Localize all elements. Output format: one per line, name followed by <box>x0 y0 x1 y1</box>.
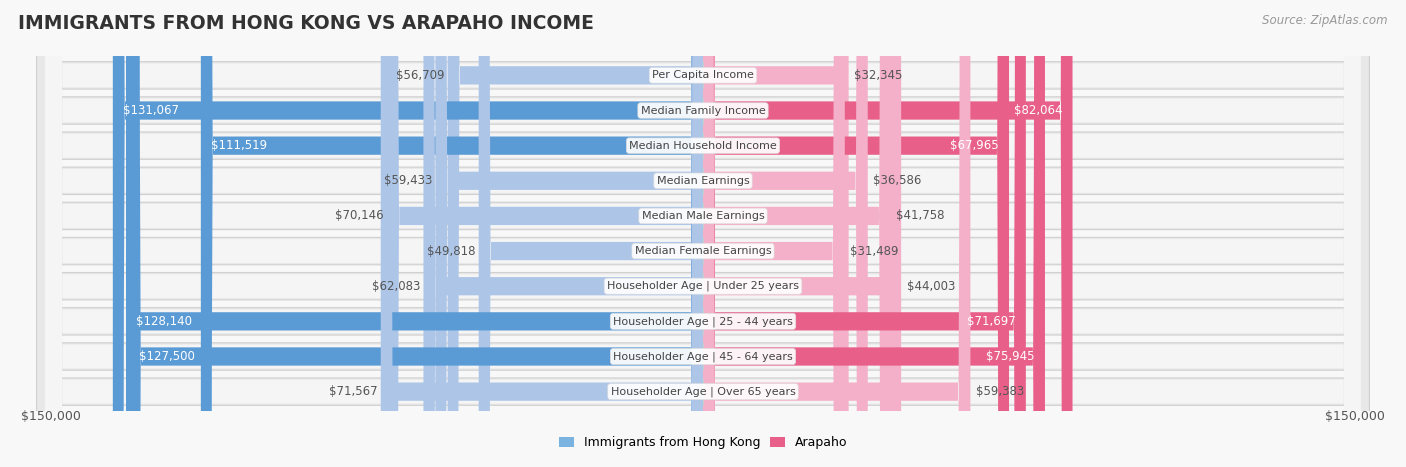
FancyBboxPatch shape <box>37 0 1369 467</box>
FancyBboxPatch shape <box>37 0 1369 467</box>
Text: $59,383: $59,383 <box>976 385 1024 398</box>
FancyBboxPatch shape <box>37 0 1369 467</box>
Legend: Immigrants from Hong Kong, Arapaho: Immigrants from Hong Kong, Arapaho <box>554 432 852 454</box>
Text: $31,489: $31,489 <box>851 245 898 258</box>
Text: $59,433: $59,433 <box>384 174 432 187</box>
Text: $36,586: $36,586 <box>873 174 921 187</box>
FancyBboxPatch shape <box>447 0 703 467</box>
FancyBboxPatch shape <box>37 0 1369 467</box>
FancyBboxPatch shape <box>201 0 703 467</box>
FancyBboxPatch shape <box>37 0 1369 467</box>
Text: Householder Age | 45 - 64 years: Householder Age | 45 - 64 years <box>613 351 793 362</box>
FancyBboxPatch shape <box>37 0 1369 467</box>
Text: $111,519: $111,519 <box>211 139 267 152</box>
FancyBboxPatch shape <box>45 0 1361 467</box>
Text: $127,500: $127,500 <box>139 350 195 363</box>
FancyBboxPatch shape <box>423 0 703 467</box>
FancyBboxPatch shape <box>37 0 1369 467</box>
FancyBboxPatch shape <box>703 0 891 467</box>
FancyBboxPatch shape <box>381 0 703 467</box>
Text: $56,709: $56,709 <box>395 69 444 82</box>
FancyBboxPatch shape <box>703 0 1045 467</box>
Text: Householder Age | Over 65 years: Householder Age | Over 65 years <box>610 386 796 397</box>
FancyBboxPatch shape <box>37 0 1369 467</box>
FancyBboxPatch shape <box>703 0 1026 467</box>
Text: $41,758: $41,758 <box>897 209 945 222</box>
FancyBboxPatch shape <box>45 0 1361 467</box>
Text: IMMIGRANTS FROM HONG KONG VS ARAPAHO INCOME: IMMIGRANTS FROM HONG KONG VS ARAPAHO INC… <box>18 14 595 33</box>
Text: Per Capita Income: Per Capita Income <box>652 71 754 80</box>
Text: $128,140: $128,140 <box>136 315 193 328</box>
Text: $75,945: $75,945 <box>987 350 1035 363</box>
Text: $44,003: $44,003 <box>907 280 955 293</box>
FancyBboxPatch shape <box>129 0 703 467</box>
Text: Median Family Income: Median Family Income <box>641 106 765 115</box>
Text: $71,567: $71,567 <box>329 385 377 398</box>
FancyBboxPatch shape <box>127 0 703 467</box>
FancyBboxPatch shape <box>45 0 1361 467</box>
Text: $32,345: $32,345 <box>853 69 903 82</box>
Text: $71,697: $71,697 <box>967 315 1015 328</box>
FancyBboxPatch shape <box>703 0 901 467</box>
Text: $67,965: $67,965 <box>950 139 998 152</box>
Text: $131,067: $131,067 <box>122 104 179 117</box>
Text: Median Earnings: Median Earnings <box>657 176 749 186</box>
FancyBboxPatch shape <box>37 0 1369 467</box>
FancyBboxPatch shape <box>37 0 1369 467</box>
FancyBboxPatch shape <box>45 0 1361 467</box>
Text: Householder Age | 25 - 44 years: Householder Age | 25 - 44 years <box>613 316 793 326</box>
FancyBboxPatch shape <box>703 0 845 467</box>
FancyBboxPatch shape <box>45 0 1361 467</box>
Text: $49,818: $49,818 <box>427 245 475 258</box>
FancyBboxPatch shape <box>45 0 1361 467</box>
FancyBboxPatch shape <box>436 0 703 467</box>
Text: $150,000: $150,000 <box>21 410 80 423</box>
Text: Median Household Income: Median Household Income <box>628 141 778 151</box>
Text: $150,000: $150,000 <box>1326 410 1385 423</box>
FancyBboxPatch shape <box>478 0 703 467</box>
FancyBboxPatch shape <box>45 0 1361 467</box>
Text: Median Female Earnings: Median Female Earnings <box>634 246 772 256</box>
Text: $70,146: $70,146 <box>335 209 384 222</box>
FancyBboxPatch shape <box>703 0 1010 467</box>
FancyBboxPatch shape <box>703 0 868 467</box>
FancyBboxPatch shape <box>703 0 849 467</box>
Text: $62,083: $62,083 <box>371 280 420 293</box>
FancyBboxPatch shape <box>45 0 1361 467</box>
FancyBboxPatch shape <box>703 0 970 467</box>
Text: Median Male Earnings: Median Male Earnings <box>641 211 765 221</box>
FancyBboxPatch shape <box>387 0 703 467</box>
Text: Source: ZipAtlas.com: Source: ZipAtlas.com <box>1263 14 1388 27</box>
Text: $82,064: $82,064 <box>1014 104 1063 117</box>
FancyBboxPatch shape <box>45 0 1361 467</box>
FancyBboxPatch shape <box>703 0 1073 467</box>
FancyBboxPatch shape <box>45 0 1361 467</box>
Text: Householder Age | Under 25 years: Householder Age | Under 25 years <box>607 281 799 291</box>
FancyBboxPatch shape <box>112 0 703 467</box>
